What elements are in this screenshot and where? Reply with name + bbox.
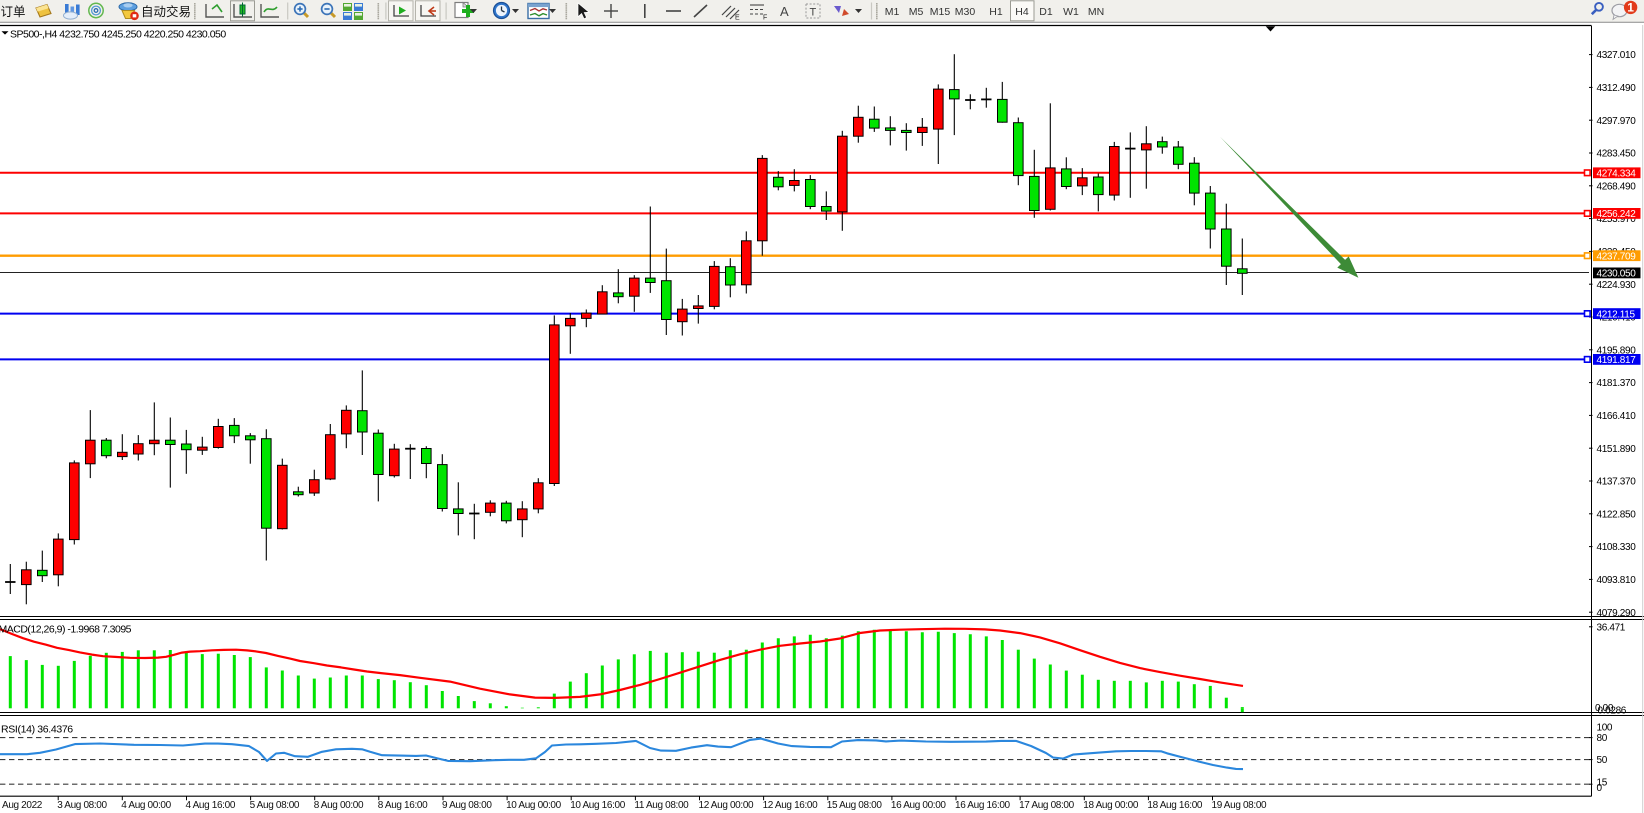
svg-text:M30: M30 [955,6,976,18]
svg-text:0.0286: 0.0286 [1598,706,1627,717]
svg-text:E: E [735,15,740,22]
svg-text:10 Aug 16:00: 10 Aug 16:00 [570,800,626,811]
svg-text:9 Aug 08:00: 9 Aug 08:00 [442,800,492,811]
svg-text:80: 80 [1597,733,1608,744]
svg-text:SP500-,H4 4232.750 4245.250 4: SP500-,H4 4232.750 4245.250 4220.250 423… [10,28,226,40]
svg-text:4195.890: 4195.890 [1597,345,1637,356]
svg-text:16 Aug 16:00: 16 Aug 16:00 [955,800,1011,811]
svg-text:17 Aug 08:00: 17 Aug 08:00 [1019,800,1075,811]
svg-text:4212.115: 4212.115 [1597,309,1636,320]
svg-text:12 Aug 00:00: 12 Aug 00:00 [699,800,755,811]
svg-text:4230.050: 4230.050 [1597,269,1637,280]
svg-text:T: T [810,7,817,19]
svg-text:19 Aug 08:00: 19 Aug 08:00 [1212,800,1268,811]
svg-text:4122.850: 4122.850 [1597,509,1637,520]
svg-text:4256.242: 4256.242 [1597,209,1637,220]
svg-text:4297.970: 4297.970 [1597,116,1637,127]
svg-text:H1: H1 [989,6,1003,18]
svg-text:M5: M5 [909,6,924,18]
svg-text:4108.330: 4108.330 [1597,542,1637,553]
svg-text:4137.370: 4137.370 [1597,477,1637,488]
svg-text:15 Aug 08:00: 15 Aug 08:00 [827,800,883,811]
svg-text:4 Aug 16:00: 4 Aug 16:00 [186,800,236,811]
svg-text:4237.709: 4237.709 [1597,252,1637,263]
svg-text:4093.810: 4093.810 [1597,575,1637,586]
svg-text:0.00: 0.00 [1595,703,1614,714]
svg-text:8 Aug 16:00: 8 Aug 16:00 [378,800,428,811]
svg-text:16 Aug 00:00: 16 Aug 00:00 [891,800,947,811]
svg-text:MN: MN [1088,6,1104,18]
svg-text:订单: 订单 [1,5,26,19]
svg-text:4191.817: 4191.817 [1597,355,1637,366]
svg-text:50: 50 [1597,755,1608,766]
svg-text:4253.970: 4253.970 [1597,214,1637,225]
svg-text:5 Aug 08:00: 5 Aug 08:00 [250,800,300,811]
svg-text:M15: M15 [930,6,951,18]
svg-text:4151.890: 4151.890 [1597,444,1637,455]
svg-text:W1: W1 [1063,6,1079,18]
svg-text:4166.410: 4166.410 [1597,411,1637,422]
svg-text:自动交易: 自动交易 [141,4,191,19]
svg-text:100: 100 [1597,722,1613,733]
svg-text:4312.490: 4312.490 [1597,83,1637,94]
svg-text:18 Aug 00:00: 18 Aug 00:00 [1083,800,1139,811]
svg-text:4327.010: 4327.010 [1597,50,1637,61]
svg-text:MACD(12,26,9) -1.9968 7.3095: MACD(12,26,9) -1.9968 7.3095 [0,624,132,636]
svg-text:4 Aug 00:00: 4 Aug 00:00 [121,800,171,811]
svg-text:1: 1 [1627,1,1634,15]
svg-text:8 Aug 00:00: 8 Aug 00:00 [314,800,364,811]
svg-text:18 Aug 16:00: 18 Aug 16:00 [1147,800,1203,811]
svg-text:Aug 2022: Aug 2022 [2,800,43,811]
svg-text:4079.290: 4079.290 [1597,608,1637,619]
svg-text:D1: D1 [1039,6,1053,18]
svg-text:RSI(14) 36.4376: RSI(14) 36.4376 [1,724,73,736]
svg-text:4283.450: 4283.450 [1597,149,1637,160]
svg-text:11 Aug 08:00: 11 Aug 08:00 [634,800,689,811]
svg-text:3 Aug 08:00: 3 Aug 08:00 [57,800,107,811]
svg-text:4268.490: 4268.490 [1597,181,1637,192]
svg-text:A: A [780,4,789,19]
svg-text:10 Aug 00:00: 10 Aug 00:00 [506,800,562,811]
svg-text:4181.370: 4181.370 [1597,378,1637,389]
svg-text:12 Aug 16:00: 12 Aug 16:00 [763,800,819,811]
svg-text:M1: M1 [885,6,900,18]
svg-text:36.471: 36.471 [1597,622,1626,633]
svg-text:4274.334: 4274.334 [1597,169,1637,180]
svg-text:F: F [763,15,767,22]
svg-text:4224.930: 4224.930 [1597,280,1637,291]
svg-text:15: 15 [1597,778,1608,789]
svg-text:H4: H4 [1015,6,1029,18]
svg-text:0: 0 [1597,783,1603,794]
